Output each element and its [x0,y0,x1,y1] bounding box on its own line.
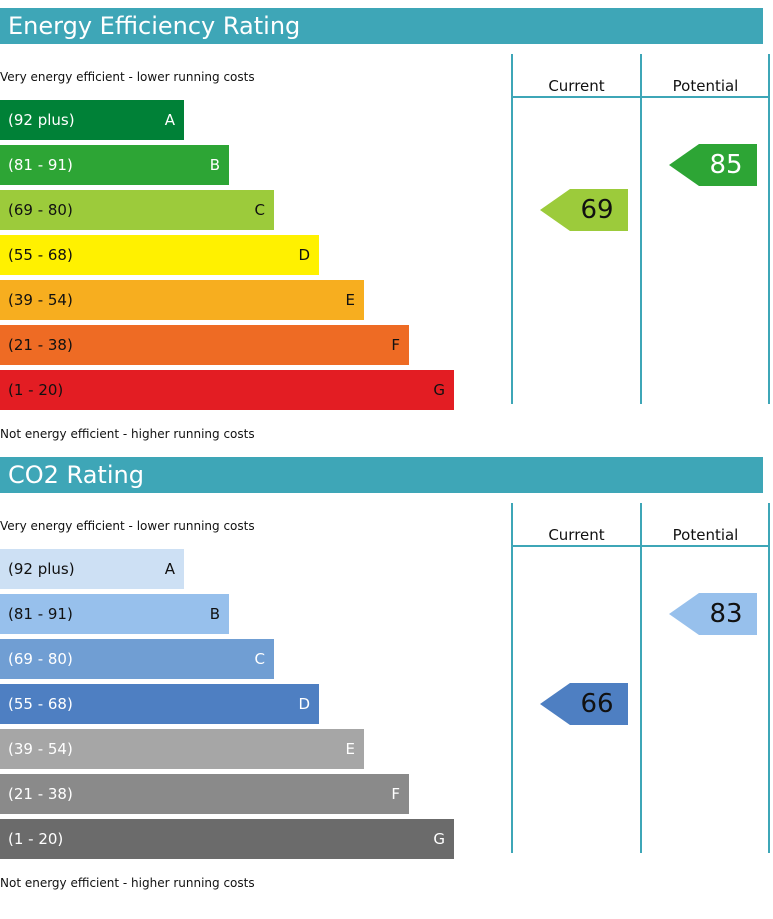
current-rating-value: 66 [580,689,614,719]
band-range-label: (81 - 91) [8,156,73,174]
band-bar-g: (1 - 20) G [0,370,454,410]
band-letter-label: E [345,740,355,758]
bottom-caption: Not energy efficient - higher running co… [0,876,255,890]
table-divider-middle [640,503,642,853]
band-letter-label: E [345,291,355,309]
band-range-label: (55 - 68) [8,246,73,264]
band-range-label: (92 plus) [8,111,75,129]
band-letter-label: F [391,336,400,354]
band-bar-a: (92 plus) A [0,100,184,140]
band-bar-f: (21 - 38) F [0,774,409,814]
table-divider-right [768,503,770,853]
band-letter-label: G [433,381,445,399]
table-divider-right [768,54,770,404]
top-caption: Very energy efficient - lower running co… [0,519,255,533]
band-letter-label: F [391,785,400,803]
band-bar-e: (39 - 54) E [0,280,364,320]
band-bar-b: (81 - 91) B [0,145,229,185]
band-letter-label: D [298,695,310,713]
band-bar-b: (81 - 91) B [0,594,229,634]
band-range-label: (69 - 80) [8,650,73,668]
co2-rating-chart: CO2 Rating Very energy efficient - lower… [0,457,773,906]
current-rating-arrow: 66 [540,683,628,725]
band-bar-c: (69 - 80) C [0,639,274,679]
table-divider-middle [640,54,642,404]
potential-rating-arrow: 83 [669,593,757,635]
bottom-caption: Not energy efficient - higher running co… [0,427,255,441]
potential-column-header: Potential [672,526,739,544]
band-bar-e: (39 - 54) E [0,729,364,769]
band-bar-f: (21 - 38) F [0,325,409,365]
band-letter-label: A [164,111,175,129]
current-column-header: Current [548,526,605,544]
band-range-label: (39 - 54) [8,291,73,309]
current-rating-value: 69 [580,195,614,225]
table-divider-left [511,503,513,853]
chart-title: Energy Efficiency Rating [0,8,763,44]
band-range-label: (39 - 54) [8,740,73,758]
potential-rating-arrow: 85 [669,144,757,186]
band-bar-g: (1 - 20) G [0,819,454,859]
potential-rating-value: 85 [709,150,743,180]
band-letter-label: A [164,560,175,578]
band-range-label: (21 - 38) [8,336,73,354]
band-range-label: (21 - 38) [8,785,73,803]
band-range-label: (92 plus) [8,560,75,578]
table-header-rule [511,545,770,547]
potential-rating-value: 83 [709,599,743,629]
band-letter-label: D [298,246,310,264]
table-divider-left [511,54,513,404]
chart-title: CO2 Rating [0,457,763,493]
band-range-label: (1 - 20) [8,381,64,399]
band-letter-label: C [254,650,265,668]
top-caption: Very energy efficient - lower running co… [0,70,255,84]
band-range-label: (69 - 80) [8,201,73,219]
band-letter-label: C [254,201,265,219]
band-bar-c: (69 - 80) C [0,190,274,230]
band-letter-label: B [209,156,220,174]
current-rating-arrow: 69 [540,189,628,231]
potential-column-header: Potential [672,77,739,95]
table-header-rule [511,96,770,98]
band-bar-d: (55 - 68) D [0,684,319,724]
band-letter-label: G [433,830,445,848]
band-bar-a: (92 plus) A [0,549,184,589]
band-bar-d: (55 - 68) D [0,235,319,275]
energy-efficiency-chart: Energy Efficiency Rating Very energy eff… [0,8,773,457]
current-column-header: Current [548,77,605,95]
band-letter-label: B [209,605,220,623]
band-range-label: (81 - 91) [8,605,73,623]
band-range-label: (55 - 68) [8,695,73,713]
band-range-label: (1 - 20) [8,830,64,848]
